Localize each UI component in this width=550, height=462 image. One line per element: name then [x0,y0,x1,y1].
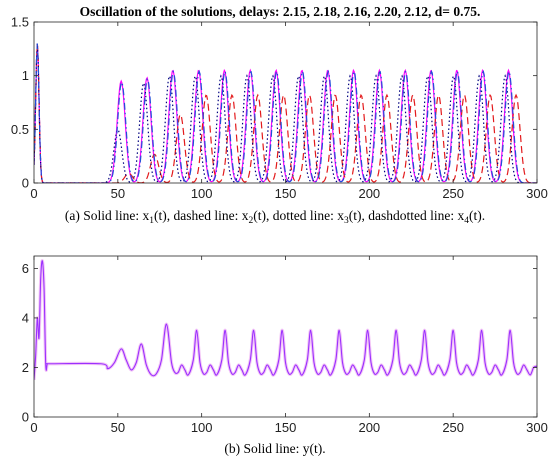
panel-a-series-dashdot-line [34,43,537,183]
y-tick-label: 6 [22,261,29,276]
panel-a-series-group [34,43,537,183]
panel-b-ticks: 0 50 100 150 200 250 300 0 2 4 6 [22,256,548,435]
x-tick-label: 250 [442,186,464,201]
x-tick-label: 0 [30,420,37,435]
x-tick-label: 150 [275,420,297,435]
y-tick-label: 4 [22,310,29,325]
y-tick-label: 2 [22,360,29,375]
panel-a-chart: 0 50 100 150 200 250 300 0 0.5 1 1.5 (a) Solid lin… [11,15,548,227]
x-tick-label: 150 [275,186,297,201]
x-tick-label: 200 [358,420,380,435]
panel-b-series-group [34,259,537,380]
x-tick-label: 300 [526,420,548,435]
x-tick-label: 50 [111,420,125,435]
x-tick-label: 50 [111,186,125,201]
subscript-2: 2 [249,216,254,226]
y-tick-label: 0 [22,410,29,425]
x-tick-label: 0 [30,186,37,201]
panel-b-axes-frame [33,255,538,418]
x-tick-label: 100 [191,186,213,201]
x-tick-label: 200 [358,186,380,201]
panel-b-caption: (b) Solid line: y(t). [224,441,325,456]
subscript-1: 1 [149,216,154,226]
panel-a-series-dashed-line [34,43,537,183]
subscript-4: 4 [464,216,469,226]
panel-b-y-line [34,260,537,380]
x-tick-label: 300 [526,186,548,201]
y-tick-label: 1 [22,68,29,83]
panel-b-chart: 0 50 100 150 200 250 300 0 2 4 6 (b) Solid line: y… [22,255,548,456]
y-tick-label: 0 [22,176,29,191]
panel-a-caption: (a) Solid line: x1(t), dashed line: x2(t… [65,208,485,226]
subscript-3: 3 [344,216,349,226]
x-tick-label: 100 [191,420,213,435]
panel-a-ticks: 0 50 100 150 200 250 300 0 0.5 1 1.5 [11,15,548,202]
x-tick-label: 250 [442,420,464,435]
y-tick-label: 0.5 [11,122,29,137]
y-tick-label: 1.5 [11,15,29,30]
figure-title: Oscillation of the solutions, delays: 2.… [80,4,481,19]
